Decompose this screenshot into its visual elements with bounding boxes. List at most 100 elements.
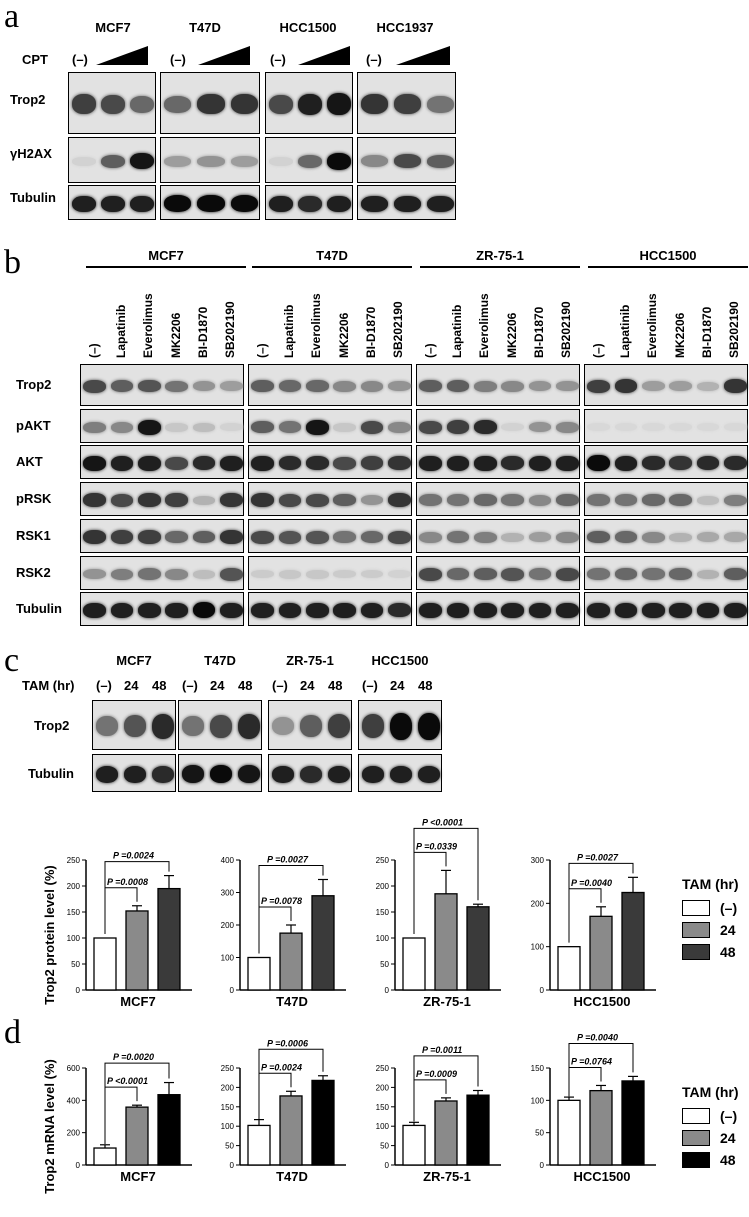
blot-band: [278, 456, 302, 470]
blot-band: [360, 495, 384, 505]
panel-c-treatment-label: TAM (hr): [22, 678, 75, 693]
blot-panel: [160, 137, 260, 183]
blot-band: [83, 493, 106, 507]
blot-band: [271, 765, 295, 783]
bar: [402, 1124, 426, 1166]
dose-wedge-icon: [96, 46, 148, 65]
blot-band: [327, 765, 351, 783]
p-value: P =0.0027: [267, 855, 309, 865]
blot-band: [426, 154, 455, 168]
legend-swatch: [682, 1130, 710, 1146]
y-tick-label: 150: [221, 1103, 235, 1112]
blot-panel: [160, 185, 260, 220]
significance-bracket: [258, 865, 324, 907]
blot-band: [333, 602, 356, 618]
blot-band: [220, 455, 243, 471]
blot-panel: [357, 185, 456, 220]
blot-band: [556, 602, 579, 618]
blot-band: [230, 94, 258, 114]
blot-band: [306, 380, 329, 392]
blot-band: [306, 456, 329, 470]
y-tick-label: 200: [376, 882, 390, 891]
p-value: P =0.0024: [113, 851, 154, 861]
blot-panel: [178, 754, 262, 792]
blot-panel: [80, 519, 244, 553]
blot-band: [268, 156, 293, 166]
blot-band: [83, 455, 106, 471]
blot-band: [192, 531, 216, 543]
blot-band: [333, 570, 356, 578]
blot-band: [419, 380, 442, 392]
bar: [621, 1080, 645, 1166]
blot-band: [360, 602, 384, 618]
blot-band: [165, 531, 188, 543]
blot-band: [528, 455, 552, 471]
bar: [402, 937, 426, 991]
blot-band: [724, 568, 747, 580]
blot-band: [642, 381, 665, 391]
blot-band: [299, 765, 323, 783]
y-tick-label: 50: [380, 960, 389, 969]
blot-band: [123, 765, 147, 783]
bar: [466, 1094, 490, 1166]
blot-band: [419, 567, 442, 581]
panel-b-row-label: RSK2: [16, 565, 51, 580]
blot-panel: [584, 519, 748, 553]
bar: [157, 887, 181, 991]
y-tick-label: 300: [221, 889, 235, 898]
panel-c-row-label: Trop2: [34, 718, 70, 733]
blot-band: [71, 195, 96, 212]
blot-panel: [80, 482, 244, 516]
blot-band: [165, 493, 188, 507]
blot-band: [110, 568, 134, 580]
panel-b-header: T47D: [316, 248, 348, 263]
blot-panel: [248, 519, 412, 553]
blot-band: [360, 570, 384, 578]
blot-band: [192, 569, 216, 579]
blot-band: [417, 765, 441, 783]
panel-c-row-label: Tubulin: [28, 766, 74, 781]
panel-b-row-label: AKT: [16, 454, 43, 469]
blot-band: [556, 455, 579, 471]
blot-band: [696, 456, 720, 470]
y-tick-label: 150: [376, 908, 390, 917]
panel-c-lane-label: 48: [152, 678, 167, 693]
bar: [311, 895, 335, 991]
bar: [557, 1099, 581, 1166]
y-tick-label: 0: [230, 986, 235, 995]
blot-band: [192, 422, 216, 432]
blot-band: [110, 380, 134, 392]
blot-band: [419, 531, 442, 543]
x-axis-label: T47D: [276, 994, 308, 1009]
blot-band: [327, 714, 351, 738]
blot-band: [278, 380, 302, 392]
blot-band: [474, 602, 497, 618]
blot-band: [220, 530, 243, 544]
blot-band: [501, 494, 524, 506]
blot-band: [110, 493, 134, 507]
blot-band: [110, 530, 134, 544]
x-axis-label: HCC1500: [573, 1169, 630, 1184]
blot-band: [251, 602, 274, 618]
blot-band: [587, 455, 610, 471]
blot-band: [110, 421, 134, 433]
blot-panel: [584, 556, 748, 590]
legend-swatch: [682, 1108, 710, 1124]
blot-band: [130, 195, 155, 212]
blot-panel: [358, 754, 442, 792]
blot-band: [474, 568, 497, 580]
blot-band: [474, 420, 497, 434]
y-axis-label: Trop2 protein level (%): [42, 865, 57, 1004]
blot-panel: [416, 556, 580, 590]
blot-panel: [584, 592, 748, 626]
blot-band: [327, 152, 352, 170]
blot-band: [556, 494, 579, 506]
blot-band: [388, 603, 411, 617]
blot-band: [724, 379, 747, 393]
bar: [434, 893, 458, 991]
bar: [93, 937, 117, 991]
blot-band: [474, 455, 497, 471]
y-tick-label: 150: [376, 1103, 390, 1112]
blot-band: [426, 195, 455, 212]
